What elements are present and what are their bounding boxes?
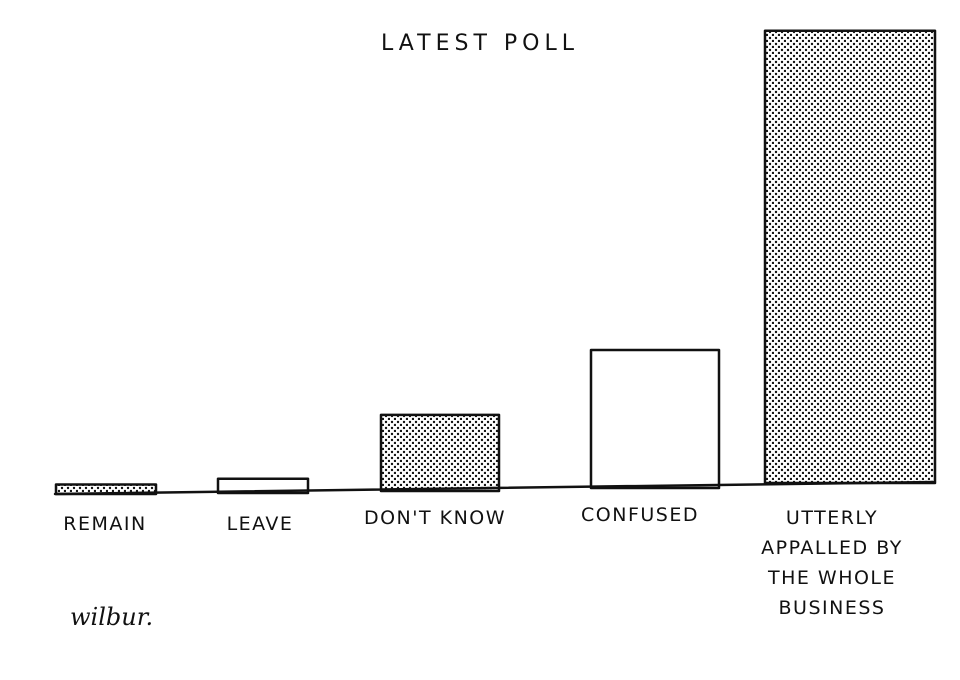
category-label-line: BUSINESS (779, 597, 886, 619)
signature-text: wilbur. (70, 603, 153, 631)
category-label-0: REMAIN (63, 513, 146, 535)
x-axis-baseline (53, 480, 935, 496)
bars-group (54, 29, 937, 496)
category-label-line: APPALLED BY (761, 537, 903, 559)
bar-utterly-appalled-by-the-whole-business (763, 29, 937, 485)
category-label-1: LEAVE (227, 513, 294, 535)
bar-don-t-know (379, 413, 501, 493)
category-label-2: DON'T KNOW (364, 507, 506, 529)
bar-confused (589, 348, 721, 490)
category-label-line: LEAVE (227, 513, 294, 535)
category-label-line: DON'T KNOW (364, 507, 506, 529)
category-label-line: UTTERLY (786, 507, 878, 529)
bar-leave (216, 477, 310, 495)
category-label-line: REMAIN (63, 513, 146, 535)
signature: wilbur. (70, 603, 153, 631)
category-label-line: THE WHOLE (767, 567, 896, 589)
category-labels: REMAIN LEAVE DON'T KNOW CONFUSED UTTERLY APPA… (63, 504, 903, 619)
category-label-4: UTTERLY APPALLED BY THE WHOLE BUSINESS (761, 507, 903, 619)
category-label-3: CONFUSED (581, 504, 699, 526)
category-label-line: CONFUSED (581, 504, 699, 526)
chart-title: LATEST POLL (381, 31, 579, 56)
